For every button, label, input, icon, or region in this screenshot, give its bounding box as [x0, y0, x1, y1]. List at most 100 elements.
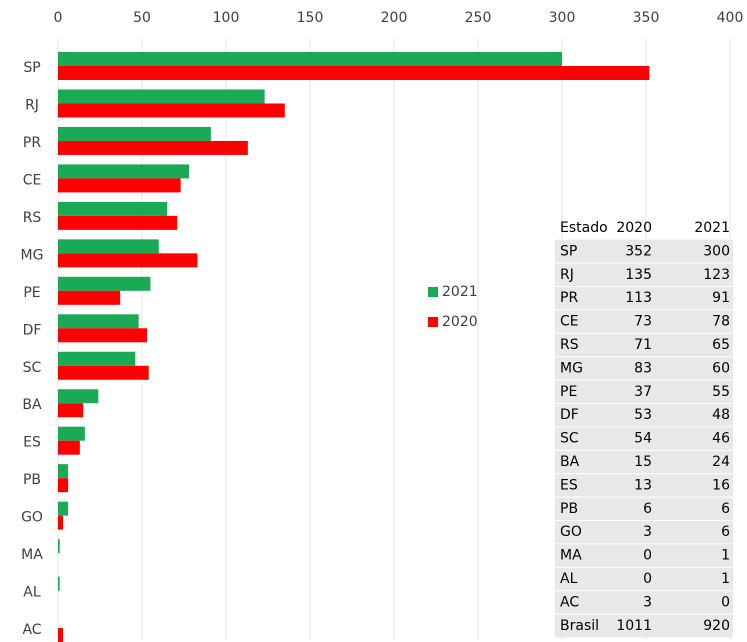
- table-cell: 300: [703, 243, 730, 259]
- table-cell: DF: [560, 407, 579, 423]
- bar: [58, 178, 181, 193]
- table-cell: PB: [560, 501, 578, 517]
- y-tick-label: PE: [23, 285, 40, 301]
- y-tick-label: CE: [23, 172, 42, 188]
- table-cell: CE: [560, 314, 579, 330]
- table-cell: AC: [560, 594, 579, 610]
- bar: [58, 501, 69, 516]
- table-cell: SC: [560, 431, 579, 447]
- bar: [58, 66, 650, 80]
- bar: [58, 164, 190, 179]
- bar: [58, 253, 198, 268]
- table-cell: ES: [560, 477, 578, 493]
- bar: [58, 276, 151, 291]
- table-cell: BA: [560, 454, 580, 470]
- bar: [58, 440, 80, 455]
- table-cell: SP: [560, 243, 577, 259]
- table-cell: 3: [643, 594, 652, 610]
- table-cell: 3: [643, 524, 652, 540]
- x-tick-label: 100: [213, 10, 240, 26]
- bar: [58, 89, 265, 104]
- table-cell: 135: [625, 267, 652, 283]
- table-cell: 0: [643, 548, 652, 564]
- bar: [58, 314, 139, 329]
- y-tick-label: RJ: [25, 97, 39, 113]
- bar: [58, 201, 168, 216]
- y-tick-label: MG: [21, 247, 44, 263]
- legend-swatch: [428, 287, 438, 297]
- y-tick-label: AL: [23, 585, 41, 601]
- table-cell: PR: [560, 290, 578, 306]
- table-cell: 48: [712, 407, 730, 423]
- bar: [58, 126, 211, 141]
- table-cell: 1011: [616, 618, 652, 634]
- table-cell: RJ: [560, 267, 574, 283]
- table-cell: RS: [560, 337, 579, 353]
- bar: [58, 52, 562, 66]
- table-cell: 113: [625, 290, 652, 306]
- table-cell: GO: [560, 524, 582, 540]
- table-cell: 55: [712, 384, 730, 400]
- bar: [58, 239, 159, 254]
- table-cell: 73: [634, 314, 652, 330]
- y-tick-label: SC: [23, 360, 42, 376]
- table-cell: 83: [634, 360, 652, 376]
- table-cell: 1: [721, 548, 730, 564]
- x-tick-label: 400: [717, 10, 744, 26]
- bar: [58, 628, 64, 642]
- bar: [58, 351, 136, 366]
- table-cell: 920: [703, 618, 730, 634]
- table-cell: 46: [712, 431, 730, 447]
- legend-label: 2021: [442, 284, 478, 300]
- table-cell: 6: [721, 524, 730, 540]
- x-tick-label: 250: [465, 10, 492, 26]
- table-cell: 1: [721, 571, 730, 587]
- y-tick-label: PR: [23, 135, 41, 151]
- table-cell: AL: [560, 571, 578, 587]
- table-cell: 60: [712, 360, 730, 376]
- bar: [58, 426, 85, 441]
- table-cell: 352: [625, 243, 652, 259]
- bar: [58, 403, 84, 418]
- bar: [58, 103, 285, 118]
- bar: [58, 389, 99, 404]
- y-tick-label: ES: [23, 435, 41, 451]
- table-cell: 53: [634, 407, 652, 423]
- x-tick-label: 200: [381, 10, 408, 26]
- x-tick-label: 300: [549, 10, 576, 26]
- x-tick-label: 150: [297, 10, 324, 26]
- table-cell: 71: [634, 337, 652, 353]
- table-cell: 54: [634, 431, 652, 447]
- y-tick-label: GO: [21, 510, 43, 526]
- table-cell: MG: [560, 360, 583, 376]
- table-header: 2020: [616, 220, 652, 236]
- legend-swatch: [428, 317, 438, 327]
- y-tick-label: RS: [23, 210, 42, 226]
- y-tick-label: DF: [23, 322, 42, 338]
- bar: [58, 328, 148, 343]
- table-header: Estado: [560, 220, 608, 236]
- bar: [58, 478, 69, 493]
- y-tick-label: AC: [22, 622, 41, 638]
- x-tick-label: 50: [133, 10, 151, 26]
- table-cell: 91: [712, 290, 730, 306]
- table-cell: 6: [643, 501, 652, 517]
- table-cell: Brasil: [560, 618, 599, 634]
- y-tick-label: SP: [23, 60, 40, 76]
- legend-label: 2020: [442, 314, 478, 330]
- table-cell: 24: [712, 454, 730, 470]
- bar: [58, 576, 60, 591]
- bar: [58, 365, 149, 380]
- table-cell: 13: [634, 477, 652, 493]
- y-tick-label: PB: [23, 472, 41, 488]
- bar: [58, 539, 60, 554]
- table-cell: 6: [721, 501, 730, 517]
- table-cell: 37: [634, 384, 652, 400]
- bar: [58, 464, 69, 479]
- bar: [58, 215, 178, 230]
- table-header: 2021: [694, 220, 730, 236]
- table-cell: PE: [560, 384, 577, 400]
- table-cell: 0: [643, 571, 652, 587]
- bar: [58, 515, 64, 530]
